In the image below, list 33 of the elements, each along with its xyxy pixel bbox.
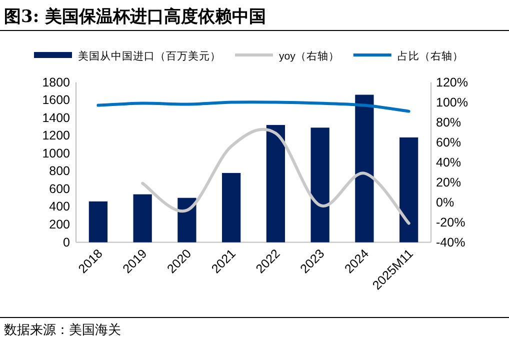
y2-tick-label: 0%	[436, 195, 454, 210]
bar	[310, 128, 330, 242]
bar	[266, 124, 286, 242]
y-tick-label: 200	[49, 218, 70, 232]
y2-tick-label: 100%	[436, 95, 468, 110]
bar	[355, 94, 374, 242]
y2-tick-label: -20%	[436, 215, 466, 230]
bar	[133, 194, 152, 242]
y-tick-label: 1000	[42, 146, 70, 160]
chart-title: 图3: 美国保温杯进口高度依赖中国	[4, 7, 266, 27]
y-tick-label: 1200	[42, 128, 70, 143]
y-tick-label: 1600	[42, 93, 70, 108]
y-tick-label: 1800	[42, 75, 70, 90]
bar	[88, 201, 108, 242]
line-series	[96, 100, 410, 113]
source-note: 数据来源：美国海关	[4, 322, 121, 338]
legend-label: 美国从中国进口（百万美元）	[78, 50, 221, 62]
legend-label: 占比（右轴）	[397, 50, 464, 62]
y2-tick-label: 80%	[436, 115, 462, 130]
y2-tick-label: 120%	[436, 75, 468, 90]
y2-tick-label: -40%	[436, 235, 466, 250]
y2-tick-label: 20%	[436, 175, 462, 190]
y-tick-label: 0	[63, 235, 70, 250]
bar	[222, 172, 241, 242]
legend-label: yoy（右轴）	[279, 50, 340, 62]
y-tick-label: 400	[49, 200, 70, 214]
y-tick-label: 800	[49, 164, 70, 178]
y-tick-label: 1400	[42, 110, 70, 125]
bar	[399, 137, 418, 242]
y-tick-label: 600	[49, 182, 70, 196]
y2-tick-label: 40%	[436, 155, 462, 170]
y2-tick-label: 60%	[436, 135, 462, 150]
bar	[178, 198, 196, 242]
